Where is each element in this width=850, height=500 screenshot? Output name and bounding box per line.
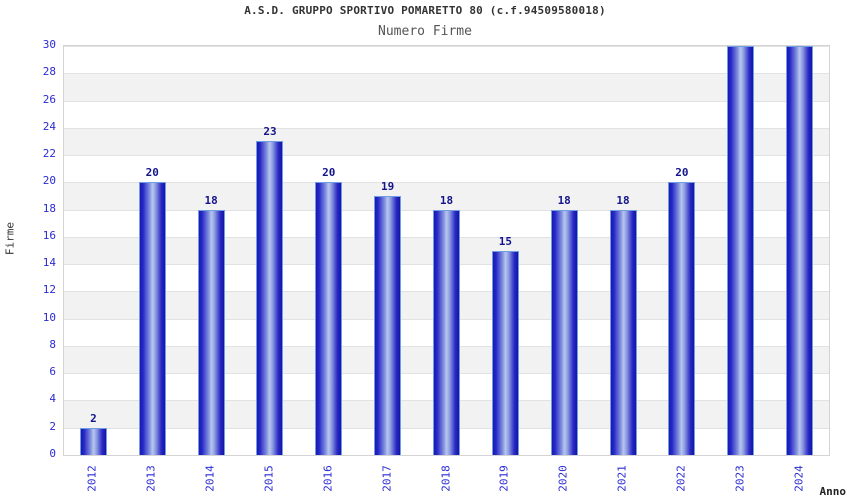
plot-area: 2201823201918151818203030 [63,45,830,456]
y-tick-label: 18 [42,201,56,215]
gridline [64,73,829,74]
x-tick-label: 2020 [556,465,570,492]
y-tick-label: 6 [49,365,56,379]
x-tick-label: 2013 [144,465,158,492]
bar-value-label: 20 [322,166,336,180]
y-tick-label: 8 [49,337,56,351]
gridline [64,155,829,156]
bar-value-label: 15 [498,234,512,248]
y-tick-label: 28 [42,65,56,79]
bar[interactable] [433,209,460,455]
bar[interactable] [727,46,755,455]
y-tick-label: 22 [42,147,56,161]
y-tick-label: 12 [42,283,56,297]
bar[interactable] [374,195,402,455]
chart-subtitle: Numero Firme [378,24,472,39]
bar[interactable] [79,427,107,455]
y-tick-label: 10 [42,310,56,324]
y-axis-tick-labels: 0 2 4 6 8 10 12 14 16 18 20 22 24 26 28 30 [0,38,56,460]
y-tick-label: 26 [42,92,56,106]
gridline [64,128,829,129]
bar[interactable] [609,209,637,455]
x-axis-title: Anno [819,485,847,498]
bar-value-label: 23 [263,125,277,139]
bar[interactable] [256,141,284,455]
bar-value-label: 19 [381,179,395,193]
bar-value-label: 18 [439,193,454,207]
y-tick-label: 2 [49,419,56,433]
bar-value-label: 18 [204,193,218,207]
x-tick-label: 2021 [615,465,629,492]
bar[interactable] [668,182,696,455]
gridline [64,46,829,47]
bar[interactable] [138,182,166,455]
bar-value-label: 2 [90,411,97,425]
x-tick-label: 2016 [321,465,335,492]
y-axis-title: Firme [3,221,17,256]
bar-value-label: 20 [675,166,689,180]
x-tick-label: 2018 [439,465,452,492]
x-tick-label: 2015 [262,465,276,492]
background-band [64,182,829,210]
y-tick-label: 4 [49,392,56,406]
chart-title: A.S.D. GRUPPO SPORTIVO POMARETTO 80 (c.f… [244,4,606,17]
y-tick-label: 0 [49,447,56,460]
x-tick-label: 2012 [85,465,99,492]
bar[interactable] [550,209,578,455]
x-tick-label: 2014 [203,465,217,492]
x-axis-tick-labels: 2012 2013 2014 2015 2016 2017 2018 2019 2020 2021… [63,456,830,500]
bar[interactable] [197,209,225,455]
bar[interactable] [786,46,814,455]
bar-value-label: 20 [145,166,159,180]
x-tick-label: 2024 [792,465,806,492]
x-tick-label: 2019 [497,465,511,492]
y-tick-label: 24 [42,119,56,133]
x-tick-label: 2017 [380,465,394,492]
background-band [64,73,829,101]
bar-value-label: 18 [616,193,630,207]
bar[interactable] [491,250,519,455]
x-tick-label: 2023 [733,465,747,492]
gridline [64,182,829,183]
y-tick-label: 16 [42,228,56,242]
y-tick-label: 14 [42,256,56,270]
gridline [64,101,829,102]
bar[interactable] [315,182,343,455]
x-tick-label: 2022 [674,465,688,492]
y-tick-label: 20 [42,174,56,188]
y-tick-label: 30 [42,38,56,51]
bar-value-label: 18 [557,193,571,207]
background-band [64,127,829,156]
